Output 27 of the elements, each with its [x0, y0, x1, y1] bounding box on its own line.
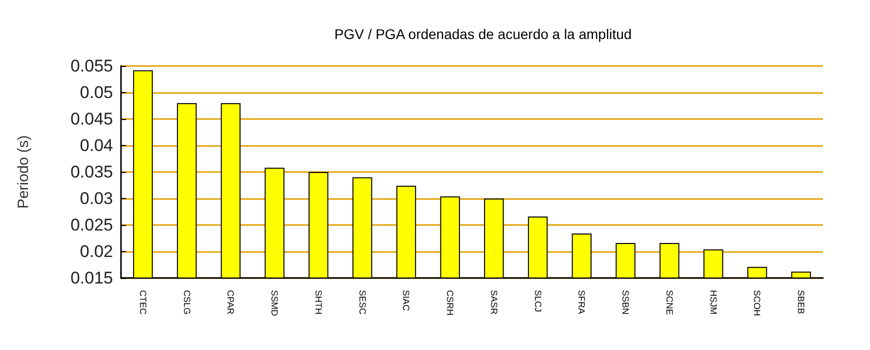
- x-tick-label: SESC: [357, 290, 368, 316]
- x-tick-label: CTEC: [138, 290, 148, 315]
- x-tick-label: CSRH: [445, 290, 456, 316]
- x-tick-label: CPAR: [226, 290, 236, 315]
- y-tick-label: 0.025: [70, 216, 113, 234]
- y-tick-label: 0.02: [80, 242, 113, 261]
- x-tick-label: SCOH: [752, 290, 762, 316]
- y-tick-label: 0.05: [80, 83, 113, 102]
- y-tick-label: 0.03: [80, 189, 113, 208]
- x-tick-label: SLCJ: [532, 290, 543, 312]
- x-tick-label: SASR: [488, 290, 499, 316]
- y-tick-label: 0.015: [70, 268, 113, 288]
- y-axis-title: Periodo (s): [15, 135, 32, 209]
- y-tick-label: 0.045: [70, 110, 113, 128]
- x-tick-label: SCNE: [664, 290, 674, 316]
- x-tick-label: SIAC: [401, 290, 412, 312]
- y-tick-label: 0.055: [70, 56, 113, 76]
- x-tick-label: CSLG: [182, 290, 192, 315]
- x-tick-label: SBEB: [796, 290, 806, 314]
- x-tick-label: SHTH: [313, 290, 324, 314]
- x-tick-label: SSBN: [620, 290, 631, 315]
- x-tick-label: SFRA: [576, 290, 587, 314]
- x-tick-label: SSMD: [270, 290, 280, 317]
- y-tick-label: 0.04: [80, 136, 113, 155]
- chart-title: PGV / PGA ordenadas de acuerdo a la amplitud: [334, 26, 632, 42]
- x-tick-label: HSJM: [708, 290, 718, 314]
- y-tick-label: 0.035: [70, 162, 113, 182]
